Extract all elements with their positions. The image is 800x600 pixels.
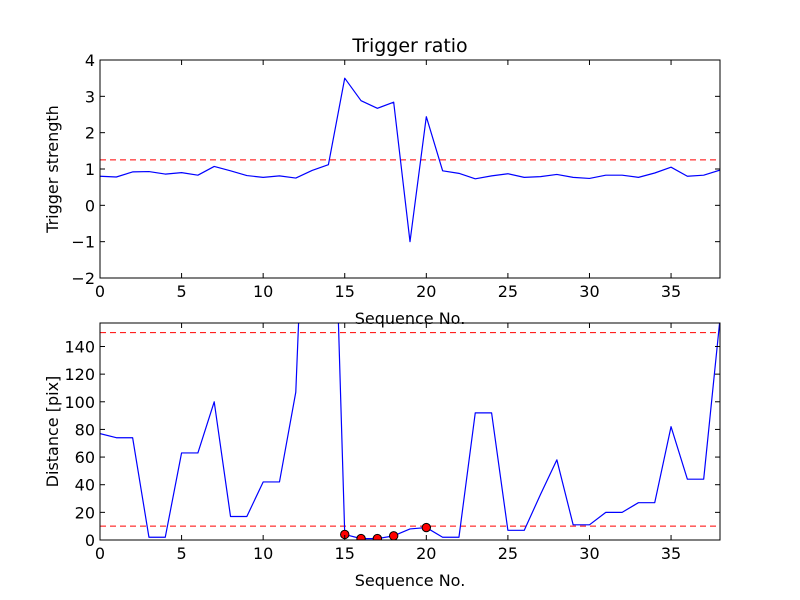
top-series-line-0 [100,77,720,243]
top-y-tick-label: 1 [85,160,95,179]
top-y-axis-label: Trigger strength [43,105,62,234]
bottom-axes-frame [99,322,721,541]
top-x-tick-label: 30 [579,282,599,301]
top-y-tick-label: 0 [85,196,95,215]
bottom-data-point [388,531,399,540]
top-x-tick-label: 35 [661,282,681,301]
top-y-tick-label: −2 [71,269,95,288]
bottom-x-tick-label: 10 [253,544,273,563]
bottom-x-axis-label: Sequence No. [355,571,466,590]
bottom-y-tick-label: 120 [64,365,95,384]
top-axes-frame [99,59,721,279]
bottom-plot-area [100,323,720,540]
top-x-tick-label: 10 [253,282,273,301]
top-chart-title: Trigger ratio [351,35,467,57]
top-y-tick-label: 2 [85,124,95,143]
bottom-y-tick-label: 140 [64,337,95,356]
bottom-x-tick-label: 15 [335,544,355,563]
bottom-y-tick-label: 80 [75,420,95,439]
bottom-data-point [356,533,366,540]
top-y-tick-label: −1 [71,233,95,252]
bottom-x-tick-label: 30 [579,544,599,563]
bottom-y-tick-label: 60 [75,448,95,467]
bottom-series-line-0 [100,323,720,540]
bottom-y-tick-label: 0 [85,531,95,550]
bottom-x-tick-label: 0 [95,544,105,563]
bottom-x-tick-label: 25 [498,544,518,563]
bottom-data-point [421,522,432,533]
top-x-tick-label: 0 [95,282,105,301]
bottom-x-tick-label: 35 [661,544,681,563]
bottom-y-tick-label: 100 [64,393,95,412]
bottom-chart: 0 5 10 15 20 25 30 35 0 20 40 60 80 100 120 140 Sequence… [43,322,721,590]
bottom-y-axis-label: Distance [pix] [43,376,62,488]
bottom-x-tick-label: 5 [176,544,186,563]
bottom-y-tick-label: 20 [75,503,95,522]
top-x-tick-label: 15 [335,282,355,301]
bottom-data-point [372,533,383,540]
bottom-y-tick-label: 40 [75,476,95,495]
top-plot-area [100,77,720,243]
top-y-tick-label: 3 [85,87,95,106]
top-x-tick-label: 25 [498,282,518,301]
top-x-axis-label: Sequence No. [355,309,466,328]
bottom-x-tick-label: 20 [416,544,436,563]
top-y-tick-label: 4 [85,51,95,70]
top-x-tick-label: 5 [176,282,186,301]
top-x-tick-label: 20 [416,282,436,301]
top-chart: 0 5 10 15 20 25 30 35 −2 −1 0 1 2 3 4 Trigger ratio Sequ… [43,35,721,328]
